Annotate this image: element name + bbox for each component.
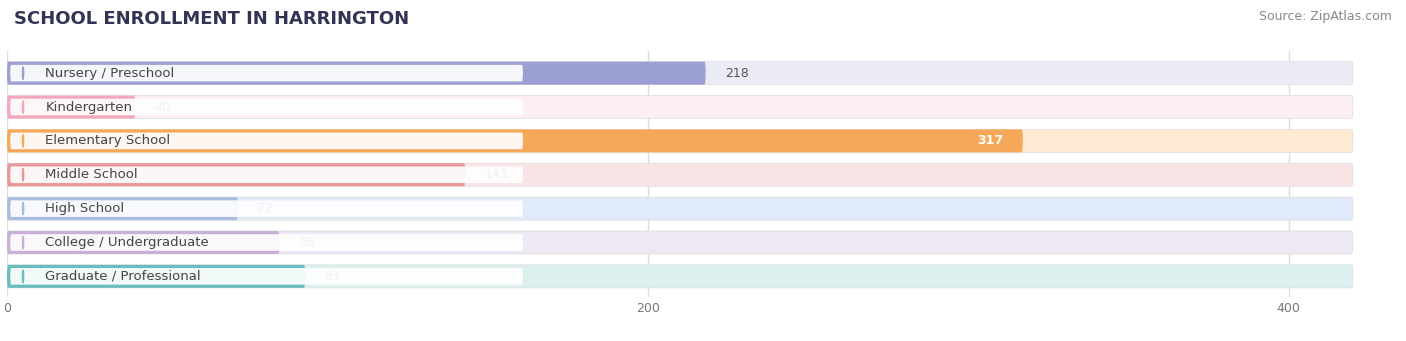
FancyBboxPatch shape <box>7 197 238 220</box>
FancyBboxPatch shape <box>7 163 1353 186</box>
Text: 40: 40 <box>155 101 170 114</box>
FancyBboxPatch shape <box>7 163 465 186</box>
FancyBboxPatch shape <box>10 268 523 285</box>
Text: Middle School: Middle School <box>45 168 138 181</box>
FancyBboxPatch shape <box>7 231 280 254</box>
Text: 85: 85 <box>298 236 315 249</box>
FancyBboxPatch shape <box>7 129 1353 152</box>
FancyBboxPatch shape <box>10 99 523 115</box>
Text: 93: 93 <box>325 270 340 283</box>
FancyBboxPatch shape <box>7 197 1353 220</box>
Text: Nursery / Preschool: Nursery / Preschool <box>45 66 174 80</box>
FancyBboxPatch shape <box>10 166 523 183</box>
FancyBboxPatch shape <box>7 265 305 288</box>
Text: 72: 72 <box>257 202 273 215</box>
FancyBboxPatch shape <box>7 129 1022 152</box>
FancyBboxPatch shape <box>7 95 135 119</box>
FancyBboxPatch shape <box>7 62 1353 85</box>
Text: Elementary School: Elementary School <box>45 134 170 147</box>
Text: 218: 218 <box>725 66 748 80</box>
FancyBboxPatch shape <box>10 133 523 149</box>
FancyBboxPatch shape <box>7 265 1353 288</box>
FancyBboxPatch shape <box>7 95 1353 119</box>
FancyBboxPatch shape <box>7 231 1353 254</box>
FancyBboxPatch shape <box>7 62 706 85</box>
Text: College / Undergraduate: College / Undergraduate <box>45 236 209 249</box>
Text: High School: High School <box>45 202 125 215</box>
Text: SCHOOL ENROLLMENT IN HARRINGTON: SCHOOL ENROLLMENT IN HARRINGTON <box>14 10 409 28</box>
FancyBboxPatch shape <box>10 200 523 217</box>
FancyBboxPatch shape <box>10 65 523 81</box>
FancyBboxPatch shape <box>10 234 523 251</box>
Text: 143: 143 <box>485 168 508 181</box>
Text: Source: ZipAtlas.com: Source: ZipAtlas.com <box>1258 10 1392 23</box>
Text: Graduate / Professional: Graduate / Professional <box>45 270 201 283</box>
Text: 317: 317 <box>977 134 1004 147</box>
Text: Kindergarten: Kindergarten <box>45 101 132 114</box>
